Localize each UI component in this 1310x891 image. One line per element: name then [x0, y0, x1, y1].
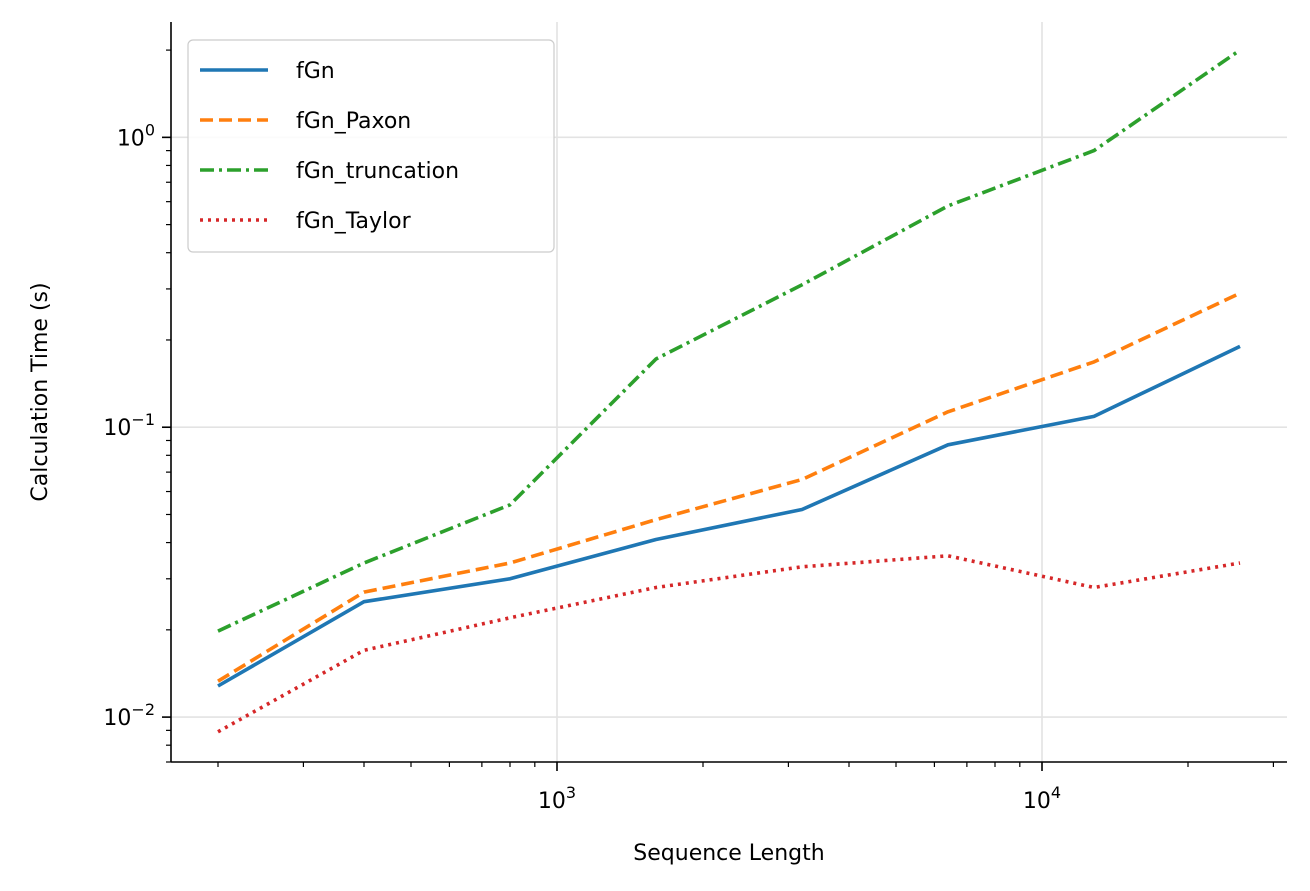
y-tick-base: 10 [117, 126, 145, 151]
data-point [216, 684, 220, 688]
data-point [508, 616, 512, 620]
data-point [508, 503, 512, 507]
data-point [508, 561, 512, 565]
data-point [946, 443, 950, 447]
data-point [216, 679, 220, 683]
legend-label: fGn [296, 59, 335, 84]
legend: fGn fGn_Paxon fGn_truncation fGn_Taylor [187, 39, 555, 253]
series-fGn [216, 344, 1242, 688]
y-tick-label: 10−1 [103, 410, 155, 441]
y-tick-base: 10 [103, 706, 131, 731]
data-point [508, 577, 512, 581]
data-point [800, 478, 804, 482]
y-tick-label: 100 [117, 120, 155, 151]
data-point [946, 204, 950, 208]
series-line [217, 344, 1241, 688]
data-point [1238, 345, 1242, 349]
y-tick-exponent: −2 [131, 700, 155, 719]
y-axis-label: Calculation Time (s) [28, 282, 53, 501]
x-tick-label: 104 [1023, 783, 1061, 814]
data-point [362, 561, 366, 565]
grid-lines [171, 22, 1287, 762]
series-fGn_Paxon [216, 291, 1242, 683]
data-point [946, 554, 950, 558]
series-line [217, 48, 1242, 633]
data-point [1092, 360, 1096, 364]
series-line [217, 291, 1241, 683]
legend-box [187, 39, 555, 253]
series-fGn_Taylor [216, 553, 1242, 734]
y-tick-base: 10 [103, 416, 131, 441]
data-point [1092, 586, 1096, 590]
data-point [362, 590, 366, 594]
data-point [362, 600, 366, 604]
y-tick-exponent: −1 [131, 410, 155, 429]
x-tick-base: 10 [1023, 789, 1051, 814]
data-point [800, 565, 804, 569]
data-point [362, 648, 366, 652]
series-lines [216, 48, 1242, 734]
data-point [216, 730, 220, 734]
x-tick-label: 103 [538, 783, 576, 814]
series-line [217, 553, 1241, 734]
y-tick-label: 10−2 [103, 700, 155, 731]
data-point [1238, 48, 1242, 52]
legend-label: fGn_truncation [296, 159, 459, 184]
legend-label: fGn_Paxon [296, 109, 411, 134]
data-point [216, 629, 220, 633]
data-point [654, 518, 658, 522]
x-axis-label: Sequence Length [633, 841, 824, 866]
legend-label: fGn_Taylor [296, 209, 412, 234]
data-point [654, 586, 658, 590]
x-tick-exponent: 4 [1051, 783, 1061, 802]
series-fGn_truncation [216, 48, 1242, 633]
y-tick-exponent: 0 [145, 120, 155, 139]
data-point [654, 538, 658, 542]
data-point [654, 357, 658, 361]
data-point [1238, 291, 1242, 295]
data-point [1092, 149, 1096, 153]
axes [170, 22, 1287, 763]
x-tick-base: 10 [538, 789, 566, 814]
data-point [1238, 561, 1242, 565]
data-point [946, 410, 950, 414]
data-point [800, 283, 804, 287]
data-point [800, 508, 804, 512]
data-point [1092, 415, 1096, 419]
x-tick-exponent: 3 [566, 783, 576, 802]
